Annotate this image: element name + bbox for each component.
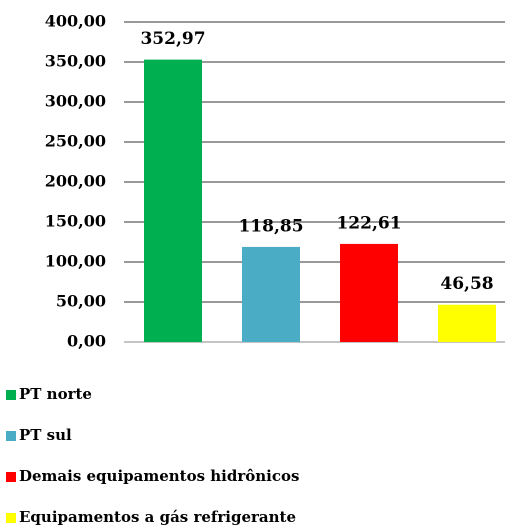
- legend-swatch: [6, 513, 16, 523]
- y-tick-label: 200,00: [45, 172, 106, 191]
- y-tick-label: 100,00: [45, 252, 106, 271]
- value-label: 46,58: [440, 274, 493, 294]
- y-tick-label: 50,00: [56, 292, 106, 311]
- legend-label: PT norte: [19, 385, 92, 403]
- bar: [242, 246, 300, 342]
- y-tick-label: 0,00: [67, 332, 106, 351]
- bar: [438, 304, 496, 342]
- bar: [340, 243, 398, 342]
- legend-swatch: [6, 390, 16, 400]
- value-label: 122,61: [336, 213, 401, 233]
- y-tick-label: 300,00: [45, 92, 106, 111]
- y-tick-label: 400,00: [45, 12, 106, 31]
- legend-swatch: [6, 472, 16, 482]
- value-label: 352,97: [140, 29, 205, 49]
- y-tick-label: 350,00: [45, 52, 106, 71]
- value-label: 118,85: [238, 216, 303, 236]
- legend-label: PT sul: [19, 426, 72, 444]
- legend-label: Equipamentos a gás refrigerante: [19, 508, 296, 526]
- y-tick-label: 150,00: [45, 212, 106, 231]
- legend-swatch: [6, 431, 16, 441]
- legend-label: Demais equipamentos hidrônicos: [19, 467, 299, 485]
- y-tick-label: 250,00: [45, 132, 106, 151]
- bar: [144, 59, 202, 343]
